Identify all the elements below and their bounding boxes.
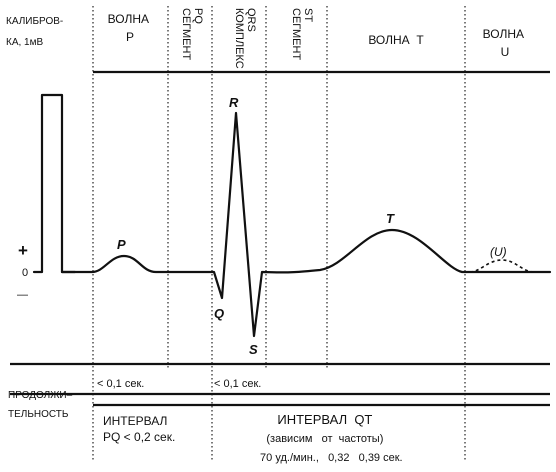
ecg-trace <box>60 111 552 338</box>
zero-marker: 0 <box>22 267 28 279</box>
minus-marker: — <box>17 289 28 301</box>
p-wave-duration: < 0,1 сек. <box>97 378 144 390</box>
p-peak-label: P <box>117 237 126 252</box>
u-peak-label: (U) <box>490 245 507 259</box>
u-wave-header: ВОЛНА U <box>483 27 528 59</box>
s-peak-label: S <box>249 342 258 357</box>
calibration-label: КАЛИБРОВ- КА, 1мВ <box>6 16 66 48</box>
qrs-complex-header: КОМПЛЕКС QRS <box>233 8 257 72</box>
t-wave-header: ВОЛНА T <box>368 33 424 47</box>
p-wave-header: ВОЛНА P <box>108 12 153 44</box>
duration-label: ПРОДОЛЖИ– ТЕЛЬНОСТЬ <box>8 390 75 420</box>
pq-segment-header: СЕГМЕНТ PQ <box>180 8 204 63</box>
calibration-pulse <box>32 93 77 274</box>
t-peak-label: T <box>386 211 395 226</box>
plus-marker: + <box>18 241 28 260</box>
u-wave-dashed <box>469 259 535 273</box>
st-segment-header: СЕГМЕНТ ST <box>290 8 314 63</box>
qrs-duration: < 0,1 сек. <box>214 378 261 390</box>
pq-interval-label: ИНТЕРВАЛ PQ < 0,2 сек. <box>103 414 175 444</box>
q-peak-label: Q <box>214 306 224 321</box>
r-peak-label: R <box>229 95 239 110</box>
qt-interval-label: ИНТЕРВАЛ QT (зависим от частоты) 70 уд./… <box>260 412 403 464</box>
